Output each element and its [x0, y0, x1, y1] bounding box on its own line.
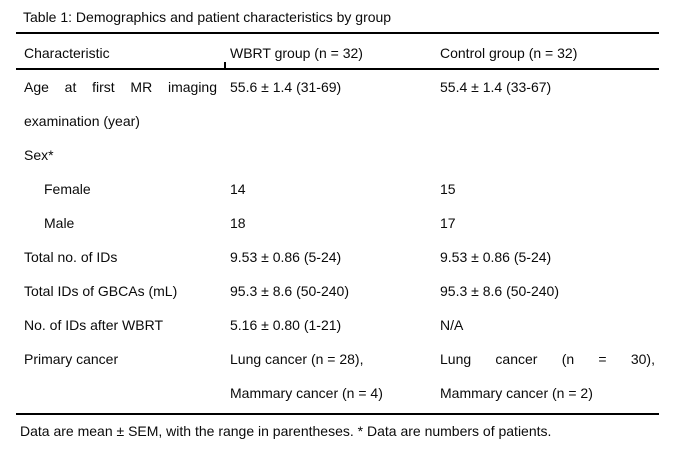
- table-row: Female 14 15: [0, 172, 678, 206]
- cell-wbrt-value: Lung cancer (n = 28),: [230, 351, 364, 367]
- cell-control-value: 95.3 ± 8.6 (50-240): [440, 283, 559, 299]
- cell-control-value: Mammary cancer (n = 2): [440, 385, 593, 401]
- table-row: Total no. of IDs 9.53 ± 0.86 (5-24) 9.53 ±…: [0, 240, 678, 274]
- top-rule: [16, 32, 659, 34]
- table-body: Age at first MR imaging 55.6 ± 1.4 (31-69…: [0, 70, 678, 410]
- cell-wbrt-value: 9.53 ± 0.86 (5-24): [230, 249, 342, 265]
- cell-control-value: N/A: [440, 317, 464, 333]
- cell-characteristic: Sex*: [24, 147, 54, 163]
- table-caption: Table 1: Demographics and patient charac…: [23, 9, 392, 25]
- cell-wbrt-value: 95.3 ± 8.6 (50-240): [230, 283, 349, 299]
- cell-wbrt-value: 14: [230, 181, 246, 197]
- table-row: Total IDs of GBCAs (mL) 95.3 ± 8.6 (50-24…: [0, 274, 678, 308]
- table-row: Primary cancer Lung cancer (n = 28), Lung …: [0, 342, 678, 376]
- table-row: Age at first MR imaging 55.6 ± 1.4 (31-69…: [0, 70, 678, 104]
- cell-characteristic: Age at first MR imaging: [24, 79, 217, 95]
- cell-wbrt-value: 18: [230, 215, 246, 231]
- table-row: No. of IDs after WBRT 5.16 ± 0.80 (1-21) N…: [0, 308, 678, 342]
- table-row: Male 18 17: [0, 206, 678, 240]
- table-row: Sex*: [0, 138, 678, 172]
- table-footnote: Data are mean ± SEM, with the range in p…: [20, 423, 552, 439]
- cell-control-value: 55.4 ± 1.4 (33-67): [440, 79, 552, 95]
- header-cell-wbrt-group: WBRT group (n = 32): [230, 45, 363, 61]
- cell-characteristic: Total IDs of GBCAs (mL): [24, 283, 178, 299]
- cell-wbrt-value: 55.6 ± 1.4 (31-69): [230, 79, 342, 95]
- cell-characteristic: Male: [44, 215, 75, 231]
- cell-control-value: 9.53 ± 0.86 (5-24): [440, 249, 552, 265]
- cell-characteristic: No. of IDs after WBRT: [24, 317, 163, 333]
- cell-characteristic: Primary cancer: [24, 351, 119, 367]
- cell-characteristic: Female: [44, 181, 91, 197]
- table-row: Mammary cancer (n = 4) Mammary cancer (n …: [0, 376, 678, 410]
- header-cell-control-group: Control group (n = 32): [440, 45, 578, 61]
- cell-wbrt-value: Mammary cancer (n = 4): [230, 385, 383, 401]
- cell-wbrt-value: 5.16 ± 0.80 (1-21): [230, 317, 342, 333]
- column-border-tick: [224, 62, 226, 70]
- cell-control-value: 15: [440, 181, 456, 197]
- header-rule: [16, 68, 659, 70]
- cell-characteristic: Total no. of IDs: [24, 249, 118, 265]
- cell-control-value: 17: [440, 215, 456, 231]
- table-header-row: Characteristic WBRT group (n = 32) Contr…: [0, 40, 678, 66]
- bottom-rule: [16, 413, 659, 415]
- table-row: examination (year): [0, 104, 678, 138]
- cell-characteristic: examination (year): [24, 113, 140, 129]
- header-cell-characteristic: Characteristic: [24, 45, 110, 61]
- cell-control-value: Lung cancer (n = 30),: [440, 351, 655, 367]
